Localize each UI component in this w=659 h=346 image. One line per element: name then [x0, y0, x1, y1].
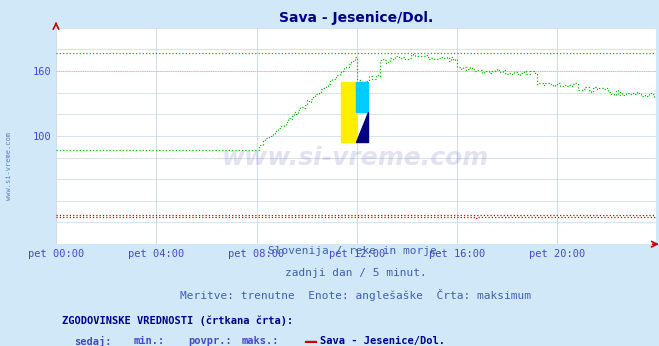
Bar [341, 82, 356, 143]
Text: ZGODOVINSKE VREDNOSTI (črtkana črta):: ZGODOVINSKE VREDNOSTI (črtkana črta): [62, 316, 293, 327]
Bar [356, 82, 368, 112]
Text: povpr.:: povpr.: [188, 336, 232, 346]
Bar [305, 340, 316, 346]
Text: sedaj:: sedaj: [74, 336, 111, 346]
Text: Meritve: trenutne  Enote: anglešaške  Črta: maksimum: Meritve: trenutne Enote: anglešaške Črta… [181, 289, 531, 301]
Text: maks.:: maks.: [242, 336, 279, 346]
Polygon shape [356, 112, 368, 143]
Text: www.si-vreme.com: www.si-vreme.com [5, 132, 12, 200]
Text: zadnji dan / 5 minut.: zadnji dan / 5 minut. [285, 268, 427, 278]
Text: Slovenija / reke in morje.: Slovenija / reke in morje. [268, 246, 444, 256]
Text: min.:: min.: [134, 336, 165, 346]
Text: Sava - Jesenice/Dol.: Sava - Jesenice/Dol. [320, 336, 445, 346]
Text: www.si-vreme.com: www.si-vreme.com [222, 146, 490, 170]
Title: Sava - Jesenice/Dol.: Sava - Jesenice/Dol. [279, 11, 433, 25]
